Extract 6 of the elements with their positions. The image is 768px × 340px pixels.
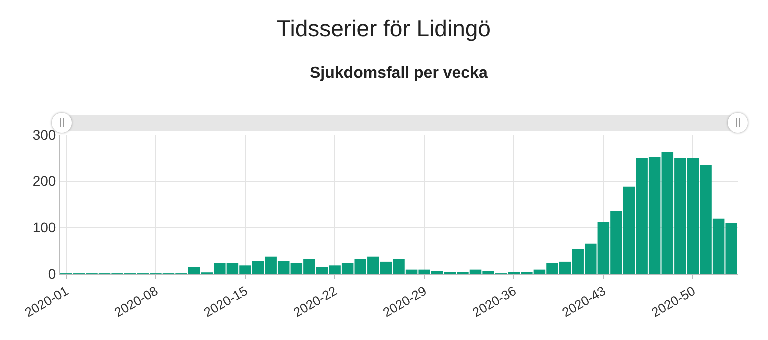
y-tick-label: 0	[48, 266, 56, 282]
y-tick-label: 200	[32, 173, 56, 190]
y-tick-label: 100	[32, 220, 56, 236]
chart-title: Tidsserier för Lidingö	[277, 16, 491, 42]
chart-subtitle: Sjukdomsfall per vecka	[310, 65, 488, 82]
y-tick-label: 300	[32, 126, 56, 143]
